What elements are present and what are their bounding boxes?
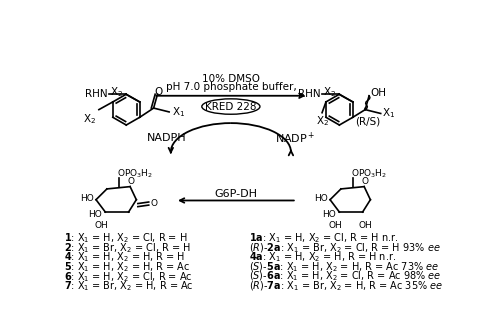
Text: $\mathbf{1}$: X$_1$ = H, X$_2$ = Cl, R = H: $\mathbf{1}$: X$_1$ = H, X$_2$ = Cl, R =… — [64, 231, 188, 245]
Text: $\mathbf{7}$: X$_1$ = Br, X$_2$ = H, R = Ac: $\mathbf{7}$: X$_1$ = Br, X$_2$ = H, R =… — [64, 280, 194, 293]
Text: HO: HO — [322, 210, 336, 219]
Text: $(\mathit{R})$-$\mathbf{7a}$: X$_1$ = Br, X$_2$ = H, R = Ac 35% $\mathit{ee}$: $(\mathit{R})$-$\mathbf{7a}$: X$_1$ = Br… — [249, 280, 443, 293]
Text: (R/S): (R/S) — [355, 116, 380, 126]
Text: $(\mathit{R})$-$\mathbf{2a}$: X$_1$ = Br, X$_2$ = Cl, R = H 93% $\mathit{ee}$: $(\mathit{R})$-$\mathbf{2a}$: X$_1$ = Br… — [249, 241, 440, 254]
Text: •: • — [363, 105, 368, 114]
Text: $\mathbf{5}$: X$_1$ = H, X$_2$ = H, R = Ac: $\mathbf{5}$: X$_1$ = H, X$_2$ = H, R = … — [64, 260, 191, 274]
Text: X$_1$: X$_1$ — [382, 107, 396, 120]
Text: O: O — [150, 199, 157, 208]
Text: $\mathbf{6}$: X$_1$ = H, X$_2$ = Cl, R = Ac: $\mathbf{6}$: X$_1$ = H, X$_2$ = Cl, R =… — [64, 270, 193, 284]
Text: OPO$_3$H$_2$: OPO$_3$H$_2$ — [351, 167, 387, 180]
Text: OH: OH — [370, 88, 386, 98]
Text: OPO$_3$H$_2$: OPO$_3$H$_2$ — [117, 167, 153, 180]
Text: $\mathbf{4a}$: X$_1$ = H, X$_2$ = H, R = H n.r.: $\mathbf{4a}$: X$_1$ = H, X$_2$ = H, R =… — [249, 251, 396, 264]
Text: $(\mathit{S})$-$\mathbf{5a}$: X$_1$ = H, X$_2$ = H, R = Ac 73% $\mathit{ee}$: $(\mathit{S})$-$\mathbf{5a}$: X$_1$ = H,… — [249, 260, 439, 274]
Text: X$_2$: X$_2$ — [324, 85, 337, 99]
Text: 10% DMSO: 10% DMSO — [202, 74, 260, 84]
Text: $\mathbf{2}$: X$_1$ = Br, X$_2$ = Cl, R = H: $\mathbf{2}$: X$_1$ = Br, X$_2$ = Cl, R … — [64, 241, 191, 255]
Text: O: O — [128, 177, 134, 186]
Text: KRED 228: KRED 228 — [205, 101, 256, 112]
Text: X$_2$: X$_2$ — [110, 85, 123, 99]
Text: RHN: RHN — [85, 89, 108, 99]
Text: X$_2$: X$_2$ — [315, 114, 328, 128]
Text: O: O — [154, 87, 162, 97]
Text: $\mathbf{1a}$: X$_1$ = H, X$_2$ = Cl, R = H n.r.: $\mathbf{1a}$: X$_1$ = H, X$_2$ = Cl, R … — [249, 231, 398, 245]
Text: $(\mathit{S})$-$\mathbf{6a}$: X$_1$ = H, X$_2$ = Cl, R = Ac 98% $\mathit{ee}$: $(\mathit{S})$-$\mathbf{6a}$: X$_1$ = H,… — [249, 270, 441, 283]
Text: RHN: RHN — [298, 89, 321, 99]
Text: X$_2$: X$_2$ — [84, 113, 97, 126]
Text: G6P-DH: G6P-DH — [215, 188, 258, 199]
Text: HO: HO — [80, 194, 94, 203]
Text: HO: HO — [314, 194, 328, 203]
Text: OH: OH — [328, 221, 342, 230]
Text: NADP$^+$: NADP$^+$ — [275, 130, 315, 146]
Text: HO: HO — [88, 210, 101, 219]
Text: $\mathbf{4}$: X$_1$ = H, X$_2$ = H, R = H: $\mathbf{4}$: X$_1$ = H, X$_2$ = H, R = … — [64, 251, 185, 264]
Text: O: O — [361, 177, 369, 186]
Text: OH: OH — [358, 221, 372, 230]
Text: NADPH: NADPH — [147, 133, 187, 143]
Text: X$_1$: X$_1$ — [172, 105, 185, 119]
Text: OH: OH — [95, 221, 108, 230]
Text: pH 7.0 phosphate buffer,: pH 7.0 phosphate buffer, — [166, 82, 296, 91]
